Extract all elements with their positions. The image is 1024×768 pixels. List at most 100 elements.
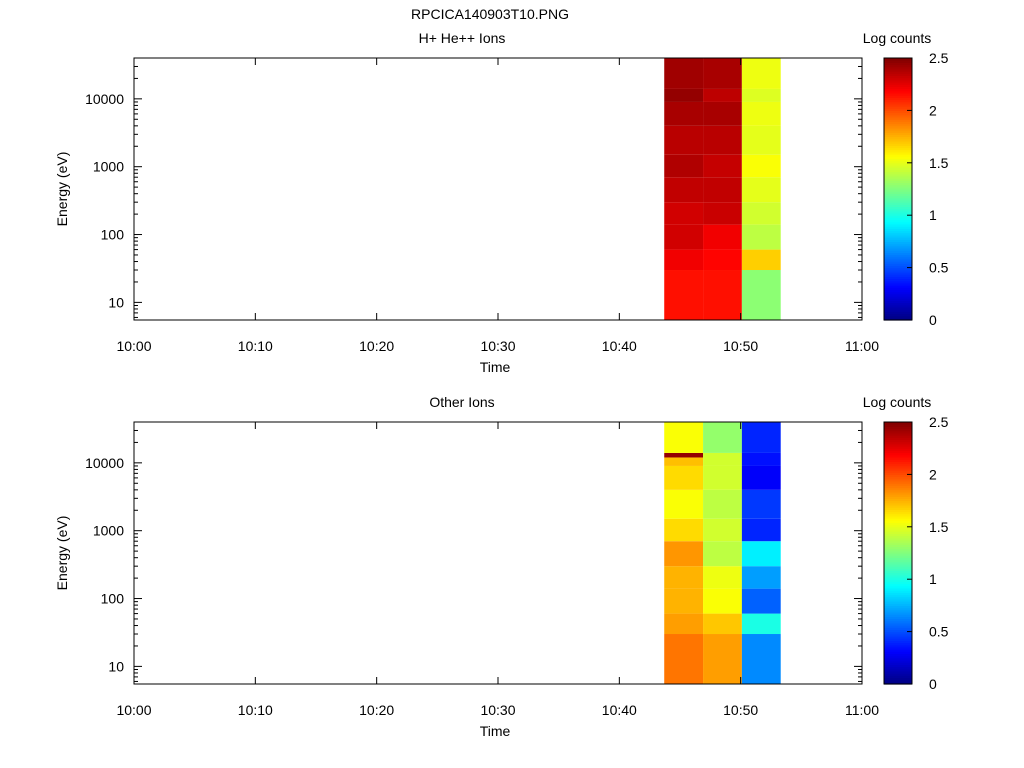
colorbar: 0 0.5 1 1.5 2 2.5 Log counts (863, 394, 949, 692)
heatmap-cell-0-8 (664, 457, 704, 466)
colorbar-swatch (884, 256, 912, 260)
colorbar-tick-label: 0 (929, 676, 937, 692)
x-tick-label: 10:40 (602, 338, 637, 354)
colorbar-swatch (884, 518, 912, 521)
colorbar-swatch (884, 204, 912, 208)
colorbar-swatch (884, 306, 912, 310)
heatmap-cell-2-2 (741, 224, 781, 250)
colorbar-swatch (884, 250, 912, 253)
colorbar-swatch (884, 622, 912, 626)
colorbar-swatch (884, 463, 912, 467)
colorbar-swatch (884, 592, 912, 596)
x-tick-label: 10:00 (116, 338, 151, 354)
x-axis-label: Time (480, 359, 511, 375)
colorbar-swatch (884, 125, 912, 129)
colorbar-swatch (884, 265, 912, 269)
x-tick-label: 11:00 (845, 702, 879, 718)
heatmap-cell-0-0 (664, 270, 704, 320)
colorbar-swatch (884, 171, 912, 175)
panel-1: 10:00 10:10 10:20 10:30 10:40 10:50 11:0010100… (54, 30, 949, 375)
y-tick-label: 10000 (85, 91, 124, 107)
colorbar-swatch (884, 461, 912, 465)
heatmap-cell-0-7 (664, 465, 704, 490)
x-axis-label: Time (480, 723, 511, 739)
colorbar-swatch (884, 570, 912, 574)
colorbar-swatch (884, 531, 912, 534)
colorbar-swatch (884, 234, 912, 238)
colorbar-frame (883, 421, 913, 685)
heatmap-cell-1-0 (703, 270, 742, 320)
colorbar-swatch (884, 245, 912, 249)
colorbar-swatch (884, 164, 912, 168)
colorbar-tick-label: 1 (929, 571, 937, 587)
colorbar-swatch (884, 614, 912, 617)
colorbar-swatch (884, 496, 912, 500)
colorbar-swatch (884, 609, 912, 613)
colorbar-swatch (884, 232, 912, 236)
colorbar-swatch (884, 428, 912, 432)
x-tick-label: 10:10 (238, 702, 273, 718)
colorbar-tick-label: 2 (929, 102, 937, 118)
colorbar-swatch (884, 64, 912, 68)
colorbar-swatch (884, 670, 912, 674)
colorbar-swatch (884, 603, 912, 606)
heatmap-cell-2-0 (741, 634, 781, 684)
colorbar-swatch (884, 557, 912, 561)
colorbar-swatch (884, 295, 912, 299)
colorbar-swatch (884, 446, 912, 449)
colorbar-swatch (884, 502, 912, 506)
y-tick-label: 1000 (93, 523, 124, 539)
colorbar-swatch (884, 127, 912, 131)
colorbar-swatch (884, 58, 912, 61)
x-tick-label: 10:20 (359, 338, 394, 354)
colorbar-swatch (884, 553, 912, 556)
heatmap-cell-0-6 (664, 489, 704, 519)
colorbar-swatch (884, 254, 912, 258)
colorbar-swatch (884, 62, 912, 66)
heatmap-cell-2-7 (741, 465, 781, 490)
colorbar-frame (883, 57, 913, 321)
colorbar-swatch (884, 317, 912, 321)
colorbar-swatch (884, 210, 912, 214)
colorbar-swatch (884, 287, 912, 291)
colorbar-swatch (884, 422, 912, 425)
colorbar-swatch (884, 154, 912, 157)
colorbar-swatch (884, 315, 912, 319)
heatmap-cell-2-4 (741, 541, 781, 567)
heatmap-cell-0-2 (664, 224, 704, 250)
colorbar-swatch (884, 60, 912, 63)
colorbar-swatch (884, 454, 912, 458)
colorbar-swatch (884, 618, 912, 622)
heatmap-cell-1-7 (703, 465, 742, 490)
heatmap-cell-1-3 (703, 566, 742, 589)
heatmap-cell-0-7 (664, 101, 704, 126)
colorbar-swatch (884, 75, 912, 79)
colorbar-swatch (884, 92, 912, 96)
heatmap-cell-1-5 (703, 518, 742, 542)
heatmap-cell-0-8 (664, 88, 704, 102)
colorbar-swatch (884, 86, 912, 90)
heatmap-cell-0-10 (664, 422, 704, 453)
colorbar-swatch (884, 263, 912, 267)
colorbar-swatch (884, 494, 912, 497)
colorbar-swatch (884, 515, 912, 519)
colorbar-swatch (884, 526, 912, 530)
heatmap-cell-1-6 (703, 125, 742, 155)
colorbar-swatch (884, 566, 912, 569)
colorbar-swatch (884, 470, 912, 473)
colorbar-swatch (884, 291, 912, 295)
panel-title: Other Ions (429, 394, 494, 410)
heatmap-cell-1-4 (703, 177, 742, 203)
colorbar-swatch (884, 110, 912, 114)
colorbar-swatch (884, 134, 912, 138)
heatmap-cell-2-5 (741, 154, 781, 178)
colorbar-swatch (884, 649, 912, 652)
colorbar-tick-label: 2.5 (929, 414, 949, 430)
colorbar-swatch (884, 145, 912, 149)
heatmap-cell-2-9 (741, 58, 781, 89)
heatmap-cell-0-2 (664, 588, 704, 614)
colorbar-swatch (884, 546, 912, 550)
colorbar-swatch (884, 472, 912, 475)
colorbar-swatch (884, 271, 912, 275)
colorbar-swatch (884, 300, 912, 304)
